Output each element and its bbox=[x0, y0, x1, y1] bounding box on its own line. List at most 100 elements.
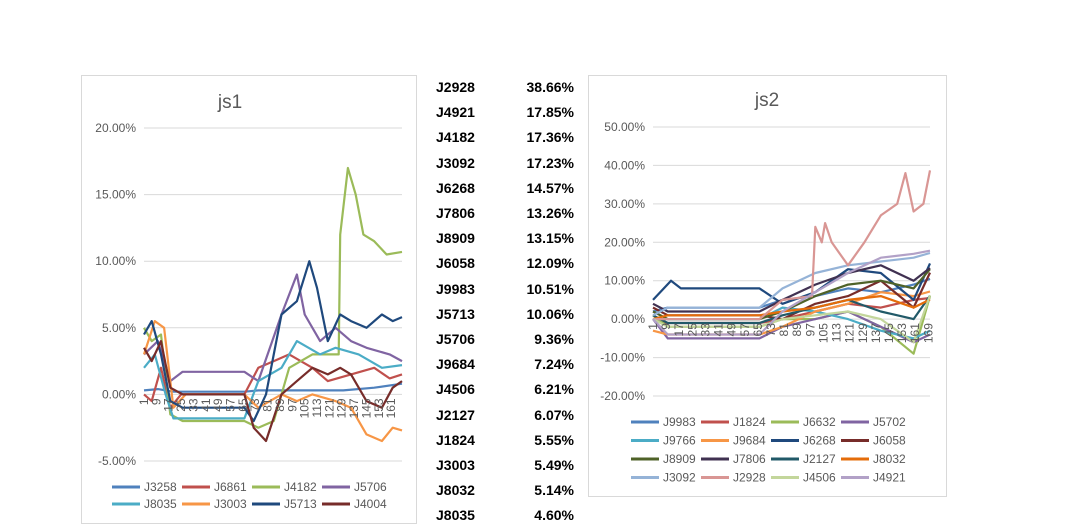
x-tick-label: 169 bbox=[921, 323, 935, 343]
x-tick-label: 129 bbox=[335, 398, 349, 418]
row-code: J3092 bbox=[436, 154, 475, 171]
legend-item: J4004 bbox=[322, 497, 387, 511]
series-line-J8035 bbox=[143, 340, 403, 420]
legend-item: J4182 bbox=[252, 480, 317, 494]
legend-item: J1824 bbox=[701, 415, 766, 429]
table-row: J8909 13.15% bbox=[430, 230, 580, 255]
series-line-J2928 bbox=[653, 170, 932, 321]
legend-item: J5702 bbox=[841, 415, 906, 429]
legend-item: J6058 bbox=[841, 434, 906, 448]
x-tick-label: 57 bbox=[224, 398, 238, 412]
series-line-J3092 bbox=[652, 251, 931, 317]
legend-item: J2928 bbox=[701, 471, 766, 485]
x-tick-label: 97 bbox=[285, 398, 299, 412]
y-tick-label: 20.00% bbox=[604, 235, 645, 249]
legend-label: J3258 bbox=[144, 480, 177, 494]
legend-label: J9766 bbox=[663, 434, 696, 448]
x-tick-label: 33 bbox=[698, 323, 712, 337]
legend-label: J4506 bbox=[803, 471, 836, 485]
legend-label: J3092 bbox=[663, 471, 696, 485]
row-value: 6.21% bbox=[534, 381, 574, 398]
row-code: J2928 bbox=[436, 79, 475, 95]
legend-item: J6268 bbox=[771, 434, 836, 448]
x-tick-label: 65 bbox=[751, 323, 765, 337]
legend-item: J8909 bbox=[631, 452, 696, 466]
x-tick-label: 105 bbox=[817, 323, 831, 343]
x-tick-label: 41 bbox=[199, 398, 213, 412]
x-tick-label: 9 bbox=[659, 323, 673, 330]
row-value: 7.24% bbox=[534, 356, 574, 373]
x-tick-label: 97 bbox=[803, 323, 817, 337]
legend-label: J5702 bbox=[873, 415, 906, 429]
series-line-J7806 bbox=[652, 264, 931, 313]
legend-label: J6058 bbox=[873, 434, 906, 448]
legend-item: J3258 bbox=[112, 480, 177, 494]
row-value: 17.36% bbox=[526, 129, 574, 146]
row-value: 6.07% bbox=[534, 406, 574, 423]
y-tick-label: 20.00% bbox=[95, 121, 136, 135]
legend-item: J9684 bbox=[701, 434, 766, 448]
legend-item: J6861 bbox=[182, 480, 247, 494]
x-tick-label: 73 bbox=[248, 398, 262, 412]
legend-label: J2928 bbox=[733, 471, 766, 485]
series-line-J6861 bbox=[143, 353, 403, 409]
x-tick-label: 89 bbox=[273, 398, 287, 412]
y-tick-label: -20.00% bbox=[600, 389, 645, 403]
x-tick-label: 137 bbox=[869, 323, 883, 343]
y-tick-label: 50.00% bbox=[604, 120, 645, 134]
row-code: J9684 bbox=[436, 356, 475, 373]
x-tick-label: 57 bbox=[738, 323, 752, 337]
legend-label: J8032 bbox=[873, 452, 906, 466]
x-tick-label: 41 bbox=[712, 323, 726, 337]
table-row: J1824 5.55% bbox=[430, 432, 580, 457]
legend-item: J4921 bbox=[841, 471, 906, 485]
legend-label: J4921 bbox=[873, 471, 906, 485]
table-row: J8032 5.14% bbox=[430, 482, 580, 507]
y-tick-label: 0.00% bbox=[102, 387, 136, 401]
x-tick-label: 49 bbox=[725, 323, 739, 337]
legend-label: J4004 bbox=[354, 497, 387, 511]
series-line-J5713 bbox=[143, 260, 403, 423]
table-row: J2928 38.66% bbox=[430, 79, 580, 104]
legend-label: J6268 bbox=[803, 434, 836, 448]
row-value: 17.85% bbox=[526, 104, 574, 121]
x-tick-label: 33 bbox=[186, 398, 200, 412]
legend-label: J2127 bbox=[803, 452, 836, 466]
x-tick-label: 25 bbox=[174, 398, 188, 412]
y-tick-label: 15.00% bbox=[95, 188, 136, 202]
table-row: J4921 17.85% bbox=[430, 104, 580, 129]
table-row: J5713 10.06% bbox=[430, 306, 580, 331]
x-tick-label: 113 bbox=[310, 398, 324, 417]
row-code: J8909 bbox=[436, 230, 475, 247]
x-tick-label: 1 bbox=[137, 398, 151, 405]
row-value: 5.49% bbox=[534, 457, 574, 473]
x-tick-label: 161 bbox=[384, 398, 398, 418]
y-tick-label: 40.00% bbox=[604, 158, 645, 172]
legend-label: J4182 bbox=[284, 480, 317, 494]
table-row: J8035 4.60% bbox=[430, 507, 580, 532]
row-value: 10.51% bbox=[526, 280, 574, 297]
x-tick-label: 89 bbox=[790, 323, 804, 337]
row-value: 10.06% bbox=[526, 305, 574, 322]
legend-label: J3003 bbox=[214, 497, 247, 511]
series-line-J4506 bbox=[652, 294, 932, 344]
x-tick-label: 17 bbox=[162, 398, 176, 412]
x-tick-label: 105 bbox=[298, 398, 312, 418]
row-code: J7806 bbox=[436, 205, 475, 221]
x-tick-label: 121 bbox=[322, 398, 336, 418]
table-row: J4506 6.21% bbox=[430, 381, 580, 406]
y-tick-label: 30.00% bbox=[604, 197, 645, 211]
row-value: 12.09% bbox=[526, 255, 574, 272]
row-value: 17.23% bbox=[526, 154, 574, 171]
x-tick-label: 113 bbox=[830, 323, 844, 342]
chart-title: js2 bbox=[754, 90, 779, 111]
row-code: J4921 bbox=[436, 104, 475, 121]
x-tick-label: 49 bbox=[211, 398, 225, 412]
series-line-J4921 bbox=[652, 249, 931, 336]
series-line-J5706 bbox=[143, 273, 403, 383]
x-tick-label: 153 bbox=[895, 323, 909, 343]
chart-js1: js1 20.00% 15.00% 10.00% 5.00% 0.00% -5.00% 1 9 1… bbox=[81, 75, 417, 524]
legend-label: J6632 bbox=[803, 415, 836, 429]
legend-label: J6861 bbox=[214, 480, 247, 494]
row-code: J9983 bbox=[436, 280, 475, 297]
